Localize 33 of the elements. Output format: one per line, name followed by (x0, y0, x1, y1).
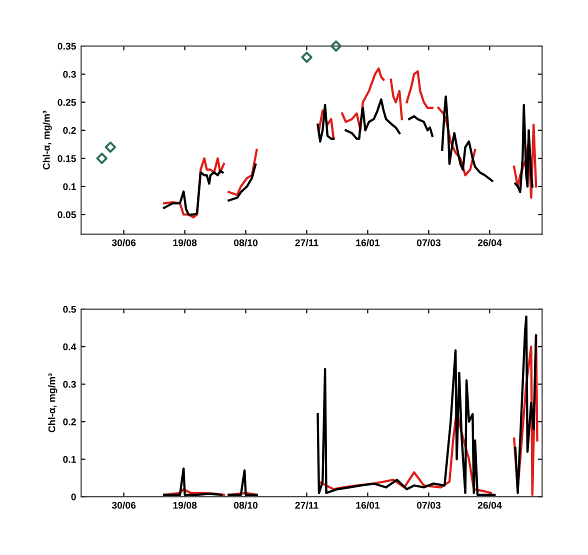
point (301, 52, 312, 63)
x-tick-label: 19/08 (173, 239, 197, 246)
x-tick-label: 27/11 (295, 239, 318, 246)
x-tick-label: 07/03 (416, 239, 441, 246)
x-tick-label: 07/03 (416, 502, 441, 509)
y-tick-label: 0.3 (63, 380, 76, 388)
y-tick-label: 0.05 (58, 211, 76, 218)
y-tick-label: 0.3 (63, 70, 76, 78)
x-tick-label: 30/06 (112, 239, 136, 246)
y-tick-label: 0.1 (63, 183, 76, 190)
y-tick-label: 0 (71, 493, 76, 500)
y-tick-label: 0.2 (63, 127, 76, 134)
point (104, 142, 116, 153)
x-tick-label: 30/06 (112, 502, 136, 509)
x-tick-label: 27/11 (295, 502, 318, 509)
y-tick-label: 0.4 (63, 343, 76, 350)
x-tick-label: 26/04 (478, 502, 502, 509)
x-tick-label: 19/08 (173, 502, 197, 509)
point (330, 40, 342, 52)
y-tick-label: 0.35 (58, 42, 76, 50)
x-tick-label: 16/01 (356, 502, 380, 509)
y-tick-label: 0.25 (58, 98, 76, 106)
x-tick-label: 16/01 (356, 239, 380, 246)
x-tick-label: 08/10 (234, 239, 258, 246)
point (96, 152, 108, 164)
y-tick-label: 0.1 (63, 456, 76, 463)
x-tick-label: 08/10 (234, 502, 258, 509)
y-tick-label: 0.15 (58, 155, 76, 162)
y-tick-label: 0.2 (63, 418, 76, 426)
y-tick-label: 0.5 (63, 306, 76, 313)
y-axis-title: Chl-α, mg/m³ (42, 110, 52, 170)
x-tick-label: 26/04 (478, 239, 502, 246)
y-axis-title: Chl-α, mg/m³ (48, 373, 58, 432)
